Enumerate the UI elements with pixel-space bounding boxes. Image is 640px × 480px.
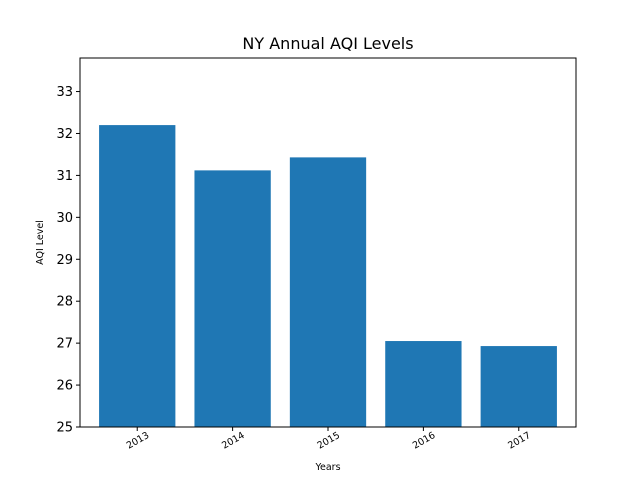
plot-frame [79, 57, 577, 428]
chart-title: NY Annual AQI Levels [242, 34, 413, 53]
y-axis: 25 26 27 28 29 30 31 32 33 [56, 85, 80, 436]
y-tick-label: 28 [56, 295, 73, 310]
y-tick-label: 26 [56, 379, 73, 394]
y-tick-label: 32 [56, 127, 73, 142]
y-tick-label: 33 [56, 85, 73, 100]
y-tick-label: 31 [56, 169, 73, 184]
bar-2017 [480, 346, 557, 427]
bar-2016 [385, 341, 462, 427]
bar-2013 [99, 125, 176, 427]
y-tick-label: 27 [56, 337, 73, 352]
y-tick-label: 25 [56, 421, 73, 436]
y-tick-label: 29 [56, 253, 73, 268]
bar-2014 [194, 170, 271, 428]
y-axis-label: AQI Level [35, 220, 46, 265]
y-tick-label: 30 [56, 211, 73, 226]
bar-2015 [289, 157, 367, 427]
bars [99, 125, 557, 428]
x-axis-label: Years [314, 462, 340, 473]
